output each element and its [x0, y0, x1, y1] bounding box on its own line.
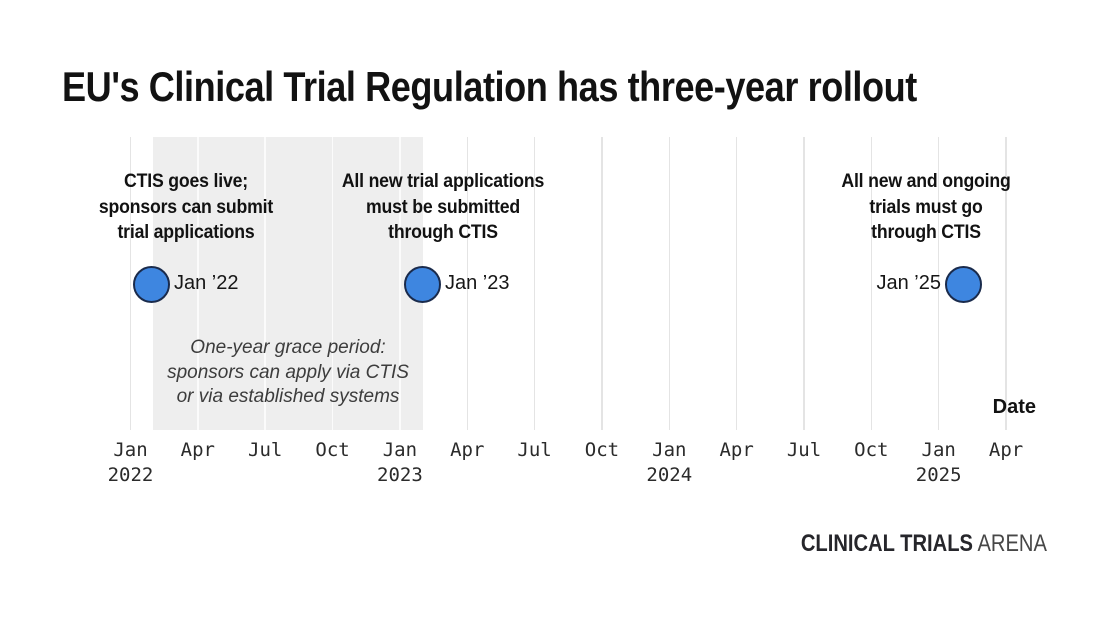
gridline — [870, 137, 873, 430]
event-1-heading-line: trial applications — [117, 222, 255, 243]
grace-period-line: sponsors can apply via CTIS — [167, 361, 409, 383]
gridline — [803, 137, 805, 430]
gridline — [331, 137, 334, 430]
x-tick-month: Apr — [180, 439, 216, 461]
gridline — [735, 137, 738, 430]
event-1-heading-line: CTIS goes live; — [124, 171, 248, 192]
gridline — [129, 137, 132, 430]
gridline — [601, 137, 603, 430]
event-2-heading-line: All new trial applications — [341, 171, 545, 192]
event-3-heading-line: through CTIS — [871, 222, 981, 243]
x-tick-month: Jul — [517, 439, 552, 461]
gridline — [533, 137, 536, 430]
gridline — [399, 137, 401, 430]
event-3-heading-line: All new and ongoing — [841, 171, 1011, 192]
event-1-marker-dot — [133, 265, 170, 303]
gridline — [937, 137, 940, 430]
x-tick-month: Jan — [921, 439, 956, 461]
event-1-heading: CTIS goes live; sponsors can submit tria… — [99, 169, 273, 246]
event-3-marker-dot — [945, 265, 982, 303]
x-tick-month: Apr — [988, 439, 1024, 461]
x-tick-month: Oct — [584, 439, 620, 461]
x-tick-year: 2025 — [915, 464, 962, 486]
event-2-marker-dot — [403, 265, 441, 303]
event-1-heading-line: sponsors can submit — [98, 196, 274, 218]
event-2-date-label: Jan ’23 — [445, 272, 510, 294]
event-3-heading-line: trials must go — [869, 196, 983, 218]
event-2-heading: All new trial applications must be submi… — [341, 169, 545, 246]
x-tick-year: 2023 — [377, 464, 423, 486]
x-tick-month: Jul — [786, 439, 822, 461]
event-2-heading-line: must be submitted — [366, 196, 520, 218]
grace-period-annotation: One-year grace period: sponsors can appl… — [167, 336, 409, 410]
x-tick-month: Jan — [382, 439, 418, 461]
x-tick-year: 2022 — [107, 464, 154, 486]
brand-footer-bold: CLINICAL TRIALS — [800, 530, 974, 557]
x-tick-month: Apr — [719, 439, 754, 461]
chart-title: EU's Clinical Trial Regulation has three… — [62, 63, 917, 110]
x-tick-year: 2024 — [646, 464, 693, 486]
event-3-heading: All new and ongoing trials must go throu… — [841, 169, 1010, 246]
gridline — [264, 137, 266, 430]
x-tick-month: Jan — [652, 439, 687, 461]
x-tick-month: Jan — [113, 439, 148, 461]
x-tick-month: Oct — [315, 439, 350, 461]
gridline — [466, 137, 468, 430]
x-tick-month: Jul — [248, 439, 283, 461]
brand-footer: CLINICAL TRIALS ARENA — [801, 530, 1047, 558]
brand-footer-light: ARENA — [977, 530, 1047, 557]
gridline — [197, 137, 199, 430]
gridline — [1005, 137, 1007, 430]
grace-period-line: One-year grace period: — [190, 337, 386, 358]
event-1-date-label: Jan ’22 — [174, 272, 239, 294]
event-3-date-label: Jan ’25 — [876, 272, 942, 294]
grace-period-shaded-span — [153, 137, 423, 430]
event-2-heading-line: through CTIS — [388, 222, 498, 243]
grace-period-line: or via established systems — [176, 386, 400, 407]
x-axis-title: Date — [992, 396, 1036, 418]
x-tick-month: Apr — [450, 439, 485, 461]
gridline — [668, 137, 671, 430]
x-tick-month: Oct — [854, 439, 889, 461]
